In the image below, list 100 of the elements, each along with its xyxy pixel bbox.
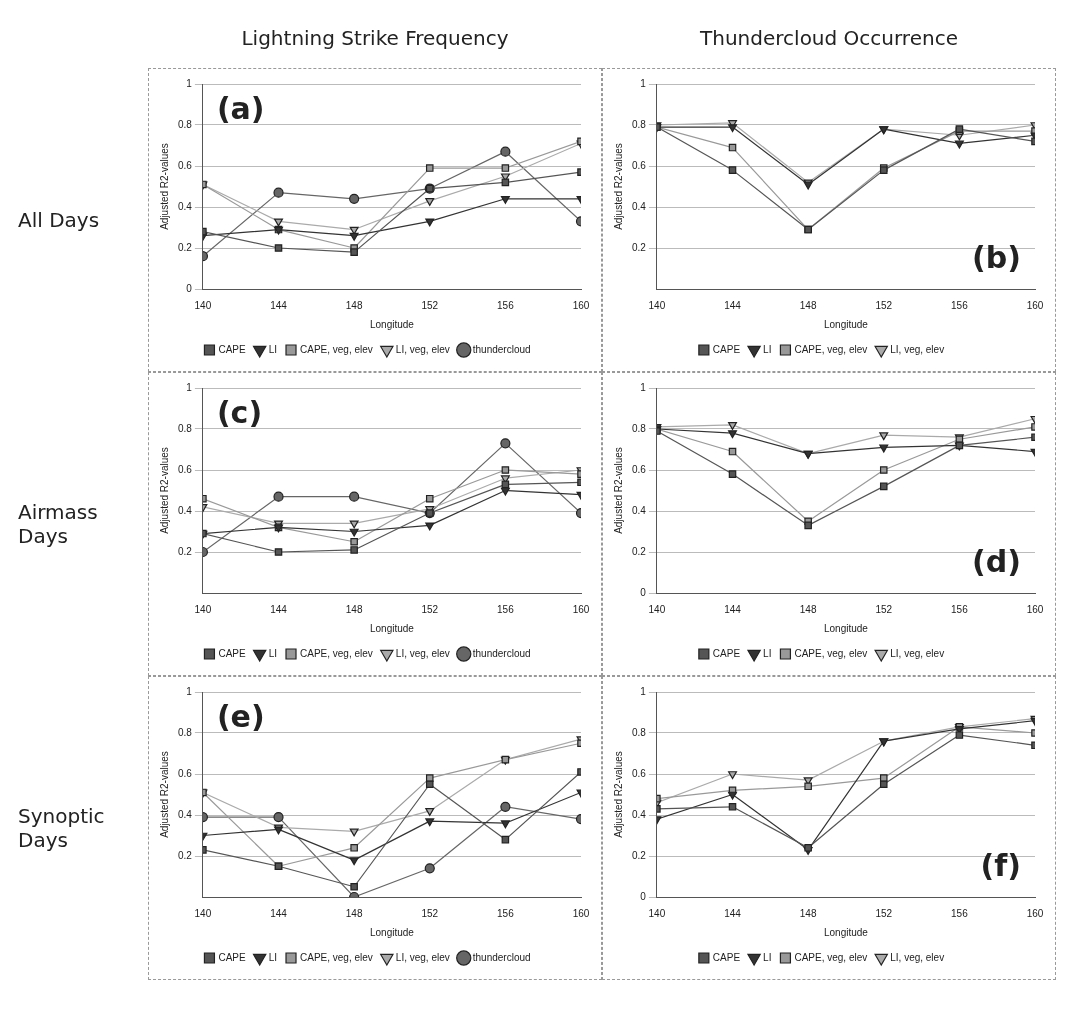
annotation: (c)	[216, 394, 263, 430]
legend-label: LI, veg, elev	[890, 951, 945, 963]
legend-label: LI, veg, elev	[890, 647, 945, 659]
text: Synoptic Days	[18, 804, 105, 852]
y-tick-label: 0.8	[178, 726, 193, 738]
x-tick-label: 140	[194, 299, 212, 311]
x-tick-label: 152	[875, 603, 893, 615]
y-tick-label: 0.2	[178, 241, 193, 253]
legend-label: LI, veg, elev	[395, 647, 450, 659]
legend-label: CAPE, veg, elev	[300, 647, 373, 659]
y-tick-label: 0.4	[178, 808, 193, 820]
y-tick-label: 1	[186, 685, 193, 697]
x-tick-label: 148	[345, 603, 363, 615]
x-tick-label: 156	[497, 299, 515, 311]
x-tick-label: 140	[648, 299, 666, 311]
x-tick-label: 160	[572, 603, 590, 615]
y-tick-label: 0.8	[178, 422, 193, 434]
x-tick-label: 148	[799, 603, 817, 615]
x-tick-label: 144	[270, 907, 288, 919]
y-tick-label: 0.6	[178, 463, 193, 475]
y-tick-label: 0.2	[178, 849, 193, 861]
x-tick-label: 152	[875, 907, 893, 919]
y-tick-label: 0	[640, 890, 647, 902]
x-axis-title: Longitude	[369, 926, 415, 938]
y-tick-label: 0.2	[632, 545, 647, 557]
x-tick-label: 148	[345, 299, 363, 311]
x-axis-title: Longitude	[823, 318, 869, 330]
y-tick-label: 0.6	[632, 767, 647, 779]
y-tick-label: 0.4	[632, 808, 647, 820]
y-tick-label: 0.4	[178, 504, 193, 516]
y-tick-label: 0.8	[632, 726, 647, 738]
legend-label: CAPE, veg, elev	[300, 343, 373, 355]
x-tick-label: 140	[194, 603, 212, 615]
annotation: (a)	[216, 90, 265, 126]
legend-label: CAPE, veg, elev	[794, 343, 868, 355]
y-tick-label: 0	[640, 586, 647, 598]
y-tick-label: 0	[186, 282, 193, 294]
y-tick-label: 0.2	[632, 849, 647, 861]
x-tick-label: 152	[421, 299, 439, 311]
x-tick-label: 148	[799, 907, 817, 919]
y-tick-label: 0.4	[632, 504, 647, 516]
legend-label: CAPE	[218, 951, 246, 963]
x-tick-label: 160	[1026, 603, 1044, 615]
y-axis-title: Adjusted R2-values	[158, 751, 170, 838]
annotation: (f)	[980, 847, 1021, 883]
x-tick-label: 160	[572, 907, 590, 919]
legend-label: LI	[763, 951, 772, 963]
annotation: (b)	[972, 239, 1021, 275]
legend-label: CAPE	[712, 951, 741, 963]
y-axis-title: Adjusted R2-values	[612, 751, 624, 838]
annotation: (d)	[972, 543, 1021, 579]
legend-label: CAPE	[218, 647, 246, 659]
legend-label: LI, veg, elev	[890, 343, 945, 355]
x-axis-title: Longitude	[823, 622, 869, 634]
legend-label: CAPE, veg, elev	[794, 951, 868, 963]
y-tick-label: 0.6	[178, 159, 193, 171]
legend-label: LI	[268, 647, 278, 659]
x-axis-title: Longitude	[369, 622, 415, 634]
x-tick-label: 144	[724, 299, 742, 311]
x-tick-label: 148	[799, 299, 817, 311]
y-tick-label: 0.8	[632, 118, 647, 130]
x-tick-label: 160	[1026, 907, 1044, 919]
text: Airmass Days	[18, 500, 98, 548]
legend-label: LI	[763, 343, 772, 355]
x-tick-label: 140	[648, 907, 666, 919]
x-tick-label: 156	[951, 603, 969, 615]
chart-title: Thundercloud Occurrence	[700, 26, 958, 50]
legend-label: LI	[268, 951, 278, 963]
legend-label: LI, veg, elev	[395, 951, 450, 963]
y-axis-title: Adjusted R2-values	[612, 447, 624, 534]
y-tick-label: 0.8	[632, 422, 647, 434]
x-tick-label: 152	[875, 299, 893, 311]
x-tick-label: 144	[724, 907, 742, 919]
y-axis-title: Adjusted R2-values	[612, 143, 624, 230]
y-axis-title: Adjusted R2-values	[158, 447, 170, 534]
x-tick-label: 144	[724, 603, 742, 615]
x-axis-title: Longitude	[369, 318, 415, 330]
text: All Days	[18, 208, 100, 232]
legend-label: CAPE	[712, 647, 741, 659]
x-tick-label: 140	[648, 603, 666, 615]
y-tick-label: 0.2	[632, 241, 647, 253]
legend-label: CAPE, veg, elev	[794, 647, 868, 659]
legend-label: LI	[763, 647, 772, 659]
legend-label: CAPE	[218, 343, 246, 355]
x-tick-label: 156	[951, 299, 969, 311]
y-tick-label: 0.8	[178, 118, 193, 130]
x-tick-label: 160	[572, 299, 590, 311]
x-tick-label: 160	[1026, 299, 1044, 311]
x-axis-title: Longitude	[823, 926, 869, 938]
y-tick-label: 1	[186, 77, 193, 89]
x-tick-label: 144	[270, 299, 288, 311]
x-tick-label: 156	[497, 907, 515, 919]
x-tick-label: 148	[345, 907, 363, 919]
legend-label: thundercloud	[472, 951, 531, 963]
y-axis-title: Adjusted R2-values	[158, 143, 170, 230]
legend-label: LI, veg, elev	[395, 343, 450, 355]
y-tick-label: 1	[640, 381, 647, 393]
y-tick-label: 1	[186, 381, 193, 393]
x-tick-label: 144	[270, 603, 288, 615]
x-tick-label: 140	[194, 907, 212, 919]
